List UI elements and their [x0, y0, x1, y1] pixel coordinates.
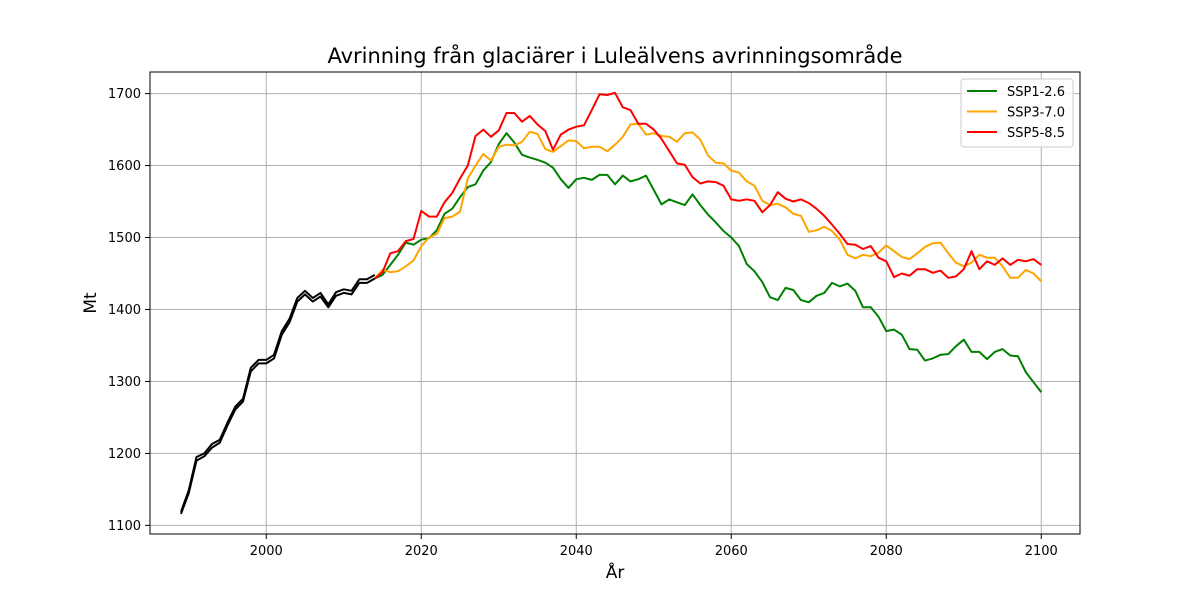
series-line-ssp5-8-5	[374, 91, 1042, 280]
y-tick-label: 1200	[108, 447, 141, 462]
legend-label: SSP5-8.5	[1007, 126, 1065, 141]
x-axis-label: År	[606, 561, 625, 583]
y-tick-label: 1300	[108, 375, 141, 390]
x-tick-label: 2020	[405, 544, 438, 559]
historical-line-1	[180, 274, 376, 513]
y-tick-label: 1100	[108, 519, 141, 534]
y-tick-label: 1700	[108, 87, 141, 102]
x-tick-label: 2100	[1025, 544, 1058, 559]
y-tick-label: 1500	[108, 231, 141, 246]
y-tick-label: 1600	[108, 159, 141, 174]
x-tick-label: 2080	[870, 544, 903, 559]
series-line-ssp1-2-6	[374, 132, 1043, 393]
historical-line-2	[180, 277, 376, 515]
plot-frame	[149, 71, 1081, 535]
x-tick-label: 2060	[715, 544, 748, 559]
x-axis: 2000 2020 2040 2060 2080 2100	[250, 534, 1058, 559]
series-line-ssp3-7-0	[374, 122, 1043, 283]
legend: SSP1-2.6 SSP3-7.0 SSP5-8.5	[960, 78, 1074, 148]
x-tick-label: 2040	[560, 544, 593, 559]
legend-box	[960, 78, 1074, 148]
legend-label: SSP3-7.0	[1007, 106, 1065, 121]
y-tick-label: 1400	[108, 303, 141, 318]
y-axis-label: Mt	[81, 292, 101, 314]
legend-label: SSP1-2.6	[1007, 85, 1065, 100]
chart-title: Avrinning från glaciärer i Luleälvens av…	[327, 43, 902, 68]
plot-lines	[180, 91, 1043, 515]
x-tick-label: 2000	[250, 544, 283, 559]
grid-lines	[150, 72, 1080, 534]
y-axis: 1100 1200 1300 1400 1500 1600 1700	[108, 87, 150, 534]
